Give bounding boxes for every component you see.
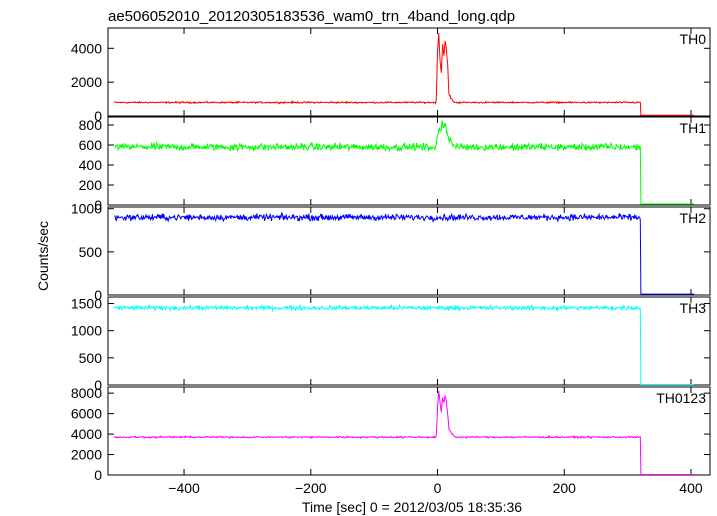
y-tick-label: 0 xyxy=(94,467,102,483)
y-tick-label: 400 xyxy=(79,157,103,173)
y-tick-label: 0 xyxy=(94,377,102,393)
y-tick-label: 500 xyxy=(79,350,103,366)
y-tick-label: 800 xyxy=(79,117,103,133)
x-tick-label: 400 xyxy=(679,480,703,496)
y-tick-label: 200 xyxy=(79,177,103,193)
panel-th2: 0 500 1000 TH2 xyxy=(71,201,711,303)
x-tick-label: 0 xyxy=(434,480,442,496)
series-line-th1 xyxy=(114,120,695,205)
y-tick-label: 600 xyxy=(79,137,103,153)
panel-frame xyxy=(107,27,711,117)
x-tick-label: −200 xyxy=(295,480,327,496)
panel-th0123: 0 2000 4000 6000 8000 TH0123 xyxy=(71,385,711,483)
panel-frame xyxy=(107,386,711,476)
x-axis: −400 −200 0 200 400 xyxy=(168,480,703,496)
y-tick-label: 2000 xyxy=(71,447,102,463)
series-line-th0123 xyxy=(113,390,695,475)
y-tick-label: 500 xyxy=(79,244,103,260)
y-tick-label: 0 xyxy=(94,287,102,303)
panel-th3: 0 500 1000 1500 TH3 xyxy=(71,296,711,393)
y-tick-label: 8000 xyxy=(71,385,102,401)
series-line-th2 xyxy=(114,211,695,295)
panel-frame xyxy=(107,116,711,206)
y-tick-label: 1500 xyxy=(71,296,102,312)
panel-frame xyxy=(107,296,711,386)
chart-title: ae506052010_20120305183536_wam0_trn_4ban… xyxy=(108,8,515,25)
series-line-th3 xyxy=(113,303,695,385)
panel-label: TH3 xyxy=(680,300,707,316)
y-tick-label: 4000 xyxy=(71,40,102,56)
y-tick-label: 4000 xyxy=(71,426,102,442)
y-tick-label: 2000 xyxy=(71,74,102,90)
panel-th1: 0 200 400 600 800 TH1 xyxy=(79,116,711,213)
y-tick-label: 6000 xyxy=(71,406,102,422)
panel-label: TH2 xyxy=(680,210,707,226)
panel-th0: 0 2000 4000 TH0 xyxy=(71,27,711,124)
y-tick-label: 0 xyxy=(94,108,102,124)
panel-label: TH0 xyxy=(680,31,707,47)
y-tick-label: 1000 xyxy=(71,323,102,339)
series-line-th0 xyxy=(113,33,695,116)
panel-frame xyxy=(107,206,711,296)
x-axis-label: Time [sec] 0 = 2012/03/05 18:35:36 xyxy=(302,499,522,515)
y-tick-label: 1000 xyxy=(71,201,102,217)
y-tick-label: 0 xyxy=(94,197,102,213)
x-tick-label: 200 xyxy=(553,480,577,496)
y-axis-label: Counts/sec xyxy=(35,221,51,291)
panel-label: TH1 xyxy=(680,120,707,136)
x-tick-label: −400 xyxy=(168,480,200,496)
panel-label: TH0123 xyxy=(656,390,706,406)
